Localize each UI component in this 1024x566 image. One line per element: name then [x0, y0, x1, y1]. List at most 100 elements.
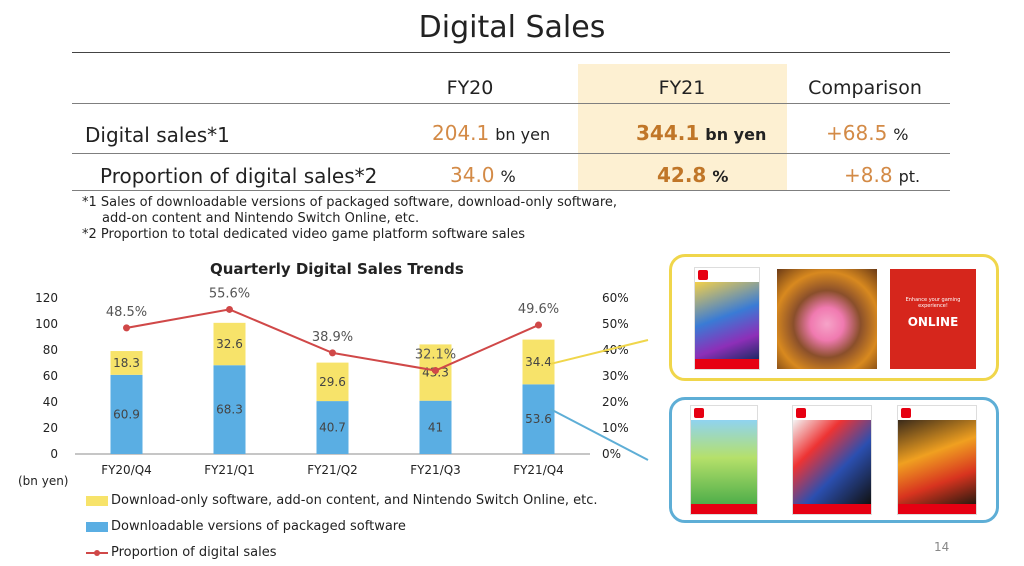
footnote-1-line-2: add-on content and Nintendo Switch Onlin…	[102, 211, 420, 226]
legend-label-downloadable: Downloadable versions of packaged softwa…	[111, 519, 406, 534]
y2-tick-label-5: 50%	[602, 317, 629, 331]
proportion-fy20: 34.0%	[450, 163, 516, 187]
proportion-point-3	[432, 367, 439, 375]
bar-download-only-4	[522, 339, 555, 385]
digital-sales-fy20: 204.1 bn yen	[432, 121, 550, 145]
legend-swatch-proportion	[86, 548, 108, 558]
digital-sales-comparison-value: +68.5	[826, 121, 888, 145]
proportion-label-1: 55.6%	[209, 286, 250, 301]
proportion-label-4: 49.6%	[518, 302, 559, 317]
page-title: Digital Sales	[418, 10, 606, 45]
digital-sales-fy21-unit: bn yen	[705, 125, 767, 144]
bar-download-only-2	[316, 362, 349, 402]
product-card-pokemon-expansion-pass	[694, 267, 760, 370]
legend-label-proportion: Proportion of digital sales	[111, 545, 277, 560]
data-label-download-only-1: 32.6	[216, 337, 243, 351]
header-fy20: FY20	[446, 77, 494, 99]
x-category-label-1: FY21/Q1	[204, 463, 255, 477]
proportion-label-3: 32.1%	[415, 348, 456, 363]
data-label-downloadable-1: 68.3	[216, 403, 243, 417]
proportion-fy20-unit: %	[500, 167, 516, 186]
proportion-fy20-value: 34.0	[450, 163, 495, 187]
product-card-animal-crossing	[690, 405, 758, 515]
data-label-downloadable-0: 60.9	[113, 407, 140, 421]
footnote-2: *2 Proportion to total dedicated video g…	[82, 227, 525, 242]
online-logo-text: ONLINE	[907, 315, 959, 329]
connector-downloadable	[550, 408, 649, 461]
y-tick-label-0: 0	[50, 447, 58, 461]
proportion-fy21-value: 42.8	[657, 163, 707, 187]
y-tick-label-1: 20	[43, 421, 58, 435]
bar-downloadable-3	[419, 400, 452, 454]
proportion-point-0	[123, 324, 130, 332]
legend-downloadable: Downloadable versions of packaged softwa…	[86, 519, 406, 534]
bar-download-only-1	[213, 322, 246, 366]
digital-sales-comparison: +68.5%	[826, 121, 909, 145]
x-category-label-3: FY21/Q3	[410, 463, 461, 477]
y2-tick-label-2: 20%	[602, 395, 629, 409]
title-divider	[72, 52, 950, 53]
online-tagline: Enhance your gaming experience!	[905, 297, 961, 309]
data-label-download-only-0: 18.3	[113, 356, 140, 370]
panel-download-only-products: Enhance your gaming experience! ONLINE	[669, 254, 999, 381]
footnotes: *1 Sales of downloadable versions of pac…	[82, 195, 617, 243]
table-rule-middle	[72, 153, 950, 154]
header-fy21: FY21	[658, 77, 706, 99]
digital-sales-comparison-unit: %	[893, 125, 909, 144]
legend-swatch-download-only	[86, 495, 108, 506]
data-label-downloadable-4: 53.6	[525, 412, 552, 426]
bar-downloadable-4	[522, 384, 555, 454]
digital-sales-fy20-unit: bn yen	[495, 125, 551, 144]
data-label-download-only-2: 29.6	[319, 375, 346, 389]
page-number: 14	[934, 540, 950, 554]
product-card-super-mario-3d-all-stars	[792, 405, 872, 515]
y-axis-label: (bn yen)	[18, 474, 69, 488]
legend-label-download-only: Download-only software, add-on content, …	[111, 493, 598, 508]
product-card-super-mario-3d-world	[897, 405, 977, 515]
y2-tick-label-1: 10%	[602, 421, 629, 435]
header-comparison: Comparison	[808, 77, 922, 99]
product-card-nintendo-switch-online: Enhance your gaming experience! ONLINE	[890, 269, 976, 369]
y2-tick-label-0: 0%	[602, 447, 621, 461]
proportion-comparison-value: +8.8	[844, 163, 893, 187]
proportion-label-2: 38.9%	[312, 330, 353, 345]
panel-downloadable-products	[669, 397, 999, 523]
row-label-digital-sales: Digital sales*1	[85, 123, 230, 147]
proportion-fy21: 42.8%	[657, 163, 728, 187]
bar-downloadable-0	[110, 374, 143, 454]
table-rule-header	[72, 103, 950, 104]
connector-download-only	[550, 339, 649, 365]
y-tick-label-5: 100	[35, 317, 58, 331]
data-label-downloadable-3: 41	[428, 420, 443, 434]
legend-download-only: Download-only software, add-on content, …	[86, 493, 598, 508]
y-tick-label-6: 120	[35, 291, 58, 305]
x-category-label-2: FY21/Q2	[307, 463, 358, 477]
proportion-point-4	[535, 321, 542, 329]
proportion-label-0: 48.5%	[106, 305, 147, 320]
digital-sales-fy21: 344.1 bn yen	[636, 121, 766, 145]
bar-download-only-0	[110, 351, 143, 375]
footnote-1-line-1: *1 Sales of downloadable versions of pac…	[82, 195, 618, 210]
proportion-point-2	[329, 349, 336, 357]
y-tick-label-4: 80	[43, 343, 58, 357]
y-tick-label-3: 60	[43, 369, 58, 383]
x-category-label-0: FY20/Q4	[101, 463, 152, 477]
digital-sales-fy21-value: 344.1	[636, 121, 700, 145]
fy21-highlight-band	[578, 64, 787, 190]
table-rule-bottom	[72, 190, 950, 191]
chart-title: Quarterly Digital Sales Trends	[210, 260, 464, 278]
legend-swatch-downloadable	[86, 521, 108, 532]
data-label-download-only-4: 34.4	[525, 355, 552, 369]
bar-downloadable-2	[316, 401, 349, 454]
proportion-comparison: +8.8 pt.	[844, 163, 920, 187]
y2-tick-label-6: 60%	[602, 291, 629, 305]
data-label-downloadable-2: 40.7	[319, 421, 346, 435]
x-category-label-4: FY21/Q4	[513, 463, 564, 477]
proportion-point-1	[226, 305, 233, 313]
bar-downloadable-1	[213, 365, 246, 454]
y-tick-label-2: 40	[43, 395, 58, 409]
proportion-fy21-unit: %	[712, 167, 729, 186]
y2-tick-label-3: 30%	[602, 369, 629, 383]
digital-sales-fy20-value: 204.1	[432, 121, 490, 145]
